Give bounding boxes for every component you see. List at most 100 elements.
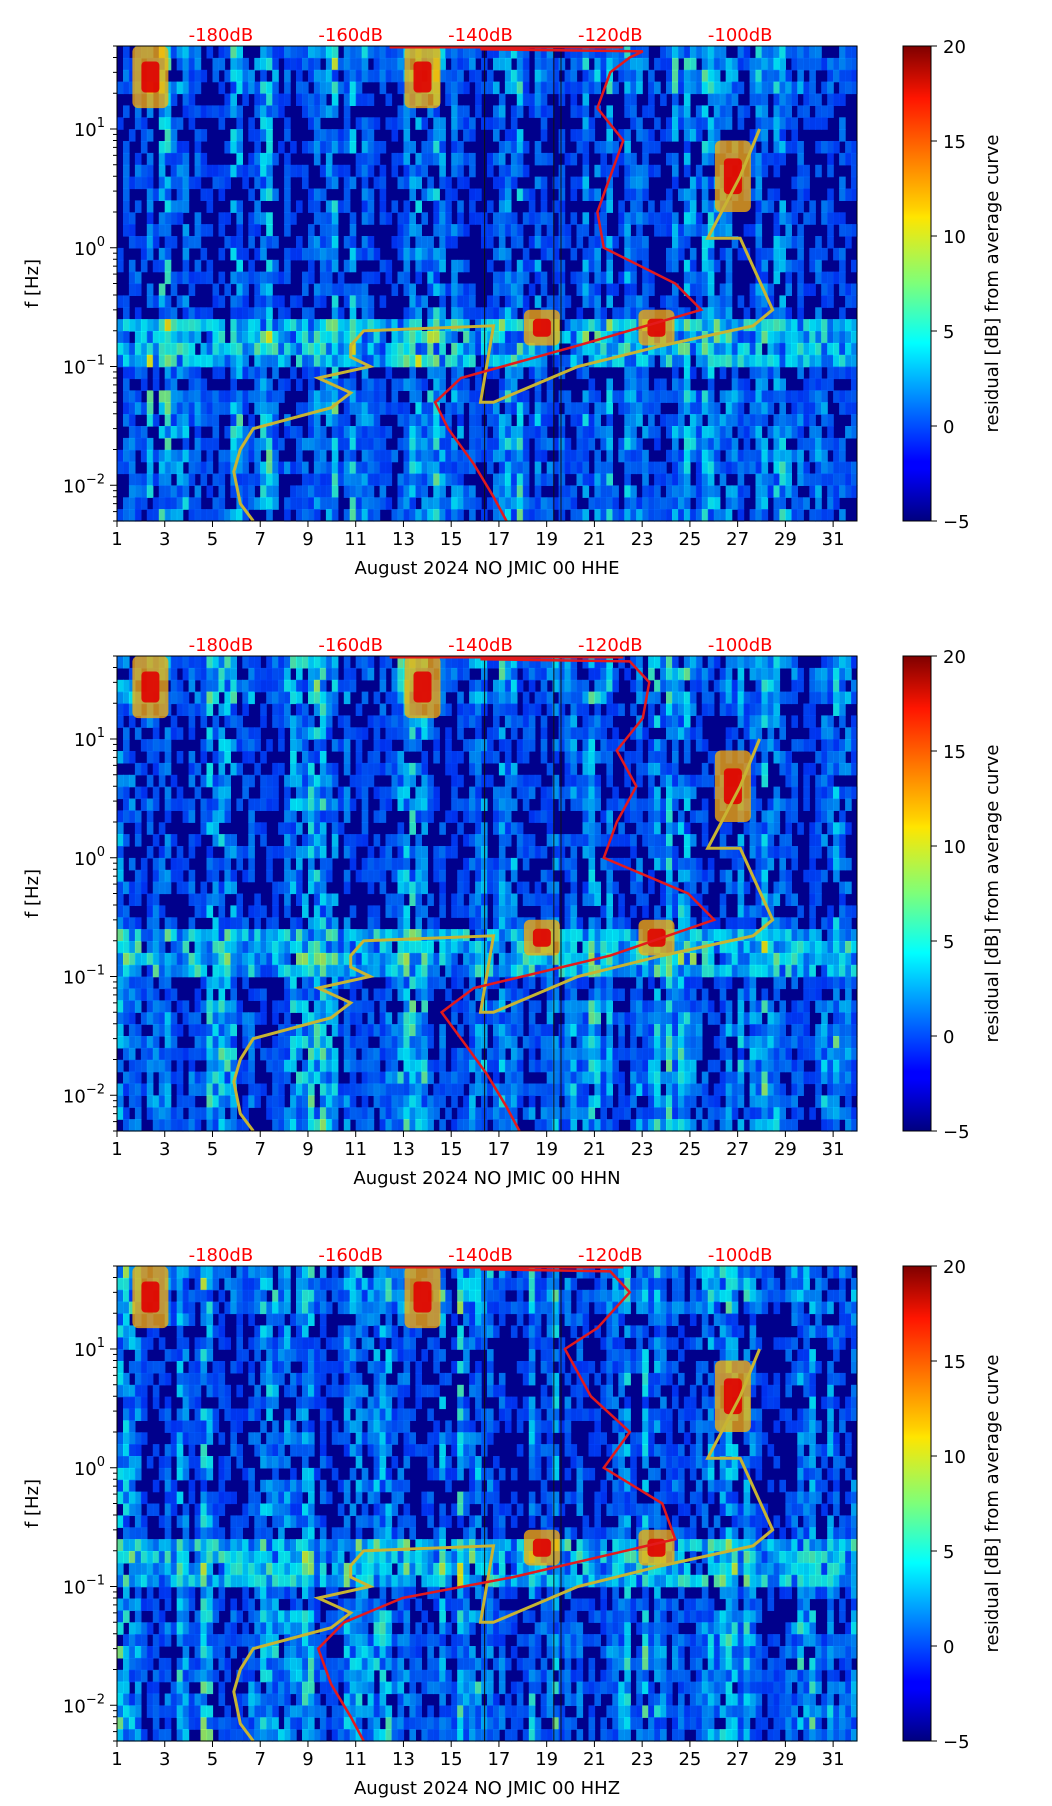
heatmap-cell	[534, 212, 542, 225]
heatmap-cell	[457, 81, 464, 95]
heatmap-cell	[707, 117, 715, 130]
heatmap-cell	[445, 81, 452, 95]
heatmap-cell	[290, 1047, 297, 1061]
heatmap-cell	[397, 1107, 405, 1120]
heatmap-cell	[797, 414, 804, 427]
heatmap-cell	[266, 93, 273, 106]
heatmap-cell	[158, 941, 166, 954]
heatmap-cell	[218, 774, 226, 788]
heatmap-cell	[349, 1059, 357, 1073]
noise-hotspot-core	[141, 61, 160, 93]
heatmap-cell	[642, 390, 649, 403]
heatmap-cell	[487, 402, 494, 415]
heatmap-cell	[349, 473, 357, 486]
heatmap-cell	[140, 141, 148, 154]
heatmap-cell	[117, 881, 124, 895]
heatmap-cell	[128, 236, 136, 249]
heatmap-cell	[319, 271, 327, 285]
heatmap-cell	[391, 715, 399, 728]
heatmap-cell	[642, 259, 649, 273]
heatmap-cell	[415, 461, 422, 475]
heatmap-cell	[117, 846, 124, 859]
heatmap-cell	[200, 247, 208, 261]
heatmap-cell	[379, 988, 387, 1001]
heatmap-cell	[839, 437, 846, 451]
heatmap-cell	[707, 437, 715, 451]
heatmap-cell	[713, 342, 721, 356]
heatmap-cell	[296, 786, 303, 800]
heatmap-cell	[391, 751, 399, 764]
heatmap-cell	[296, 1107, 303, 1120]
y-tick-label: 101	[74, 116, 105, 141]
heatmap-cell	[325, 212, 333, 225]
heatmap-cell	[266, 117, 273, 130]
heatmap-cell	[290, 295, 297, 308]
heatmap-cell	[451, 449, 458, 463]
heatmap-cell	[349, 976, 357, 990]
heatmap-cell	[260, 402, 267, 415]
heatmap-cell	[134, 366, 142, 380]
heatmap-cell	[302, 331, 309, 344]
heatmap-cell	[194, 656, 202, 669]
heatmap-cell	[433, 259, 440, 273]
heatmap-cell	[194, 212, 202, 225]
heatmap-cell	[218, 727, 226, 740]
heatmap-cell	[146, 224, 154, 237]
heatmap-cell	[200, 437, 208, 451]
heatmap-cell	[170, 212, 178, 225]
heatmap-cell	[230, 164, 237, 178]
heatmap-cell	[391, 1059, 399, 1073]
heatmap-cell	[266, 497, 273, 510]
heatmap-cell	[224, 426, 231, 439]
heatmap-cell	[355, 117, 363, 130]
heatmap-cell	[230, 129, 237, 142]
heatmap-cell	[821, 342, 828, 356]
heatmap-cell	[827, 69, 834, 83]
heatmap-cell	[164, 152, 172, 166]
heatmap-cell	[343, 378, 351, 391]
heatmap-cell	[290, 319, 297, 332]
heatmap-cell	[200, 941, 208, 954]
heatmap-cell	[803, 378, 810, 391]
heatmap-cell	[409, 952, 416, 966]
heatmap-cell	[827, 485, 834, 498]
heatmap-cell	[606, 402, 613, 415]
heatmap-cell	[654, 212, 661, 225]
heatmap-cell	[672, 354, 679, 368]
heatmap-cell	[403, 1036, 411, 1049]
heatmap-cell	[302, 473, 309, 486]
heatmap-cell	[206, 774, 214, 788]
heatmap-cell	[815, 271, 822, 285]
heatmap-cell	[379, 1107, 387, 1120]
heatmap-cell	[415, 319, 422, 332]
heatmap-cell	[140, 497, 148, 510]
heatmap-cell	[117, 1059, 124, 1073]
heatmap-cell	[367, 656, 375, 669]
heatmap-cell	[325, 271, 333, 285]
heatmap-cell	[367, 509, 375, 522]
heatmap-cell	[254, 437, 261, 451]
top-db-label: -120dB	[578, 25, 643, 46]
heatmap-cell	[128, 402, 136, 415]
heatmap-cell	[319, 822, 327, 835]
heatmap-cell	[391, 952, 399, 966]
heatmap-cell	[206, 762, 214, 776]
heatmap-cell	[493, 152, 500, 166]
heatmap-cell	[367, 1119, 375, 1132]
heatmap-cell	[612, 497, 619, 510]
heatmap-cell	[576, 283, 584, 296]
heatmap-cell	[582, 259, 590, 273]
heatmap-cell	[642, 247, 649, 261]
heatmap-cell	[403, 881, 411, 895]
heatmap-cell	[367, 461, 375, 475]
heatmap-cell	[260, 905, 267, 918]
heatmap-cell	[146, 236, 154, 249]
heatmap-cell	[546, 378, 554, 391]
heatmap-cell	[302, 751, 309, 764]
heatmap-cell	[725, 402, 733, 415]
heatmap-cell	[678, 69, 685, 83]
heatmap-cell	[851, 46, 858, 59]
heatmap-cell	[123, 390, 130, 403]
heatmap-cell	[123, 703, 130, 716]
heatmap-cell	[170, 1107, 178, 1120]
